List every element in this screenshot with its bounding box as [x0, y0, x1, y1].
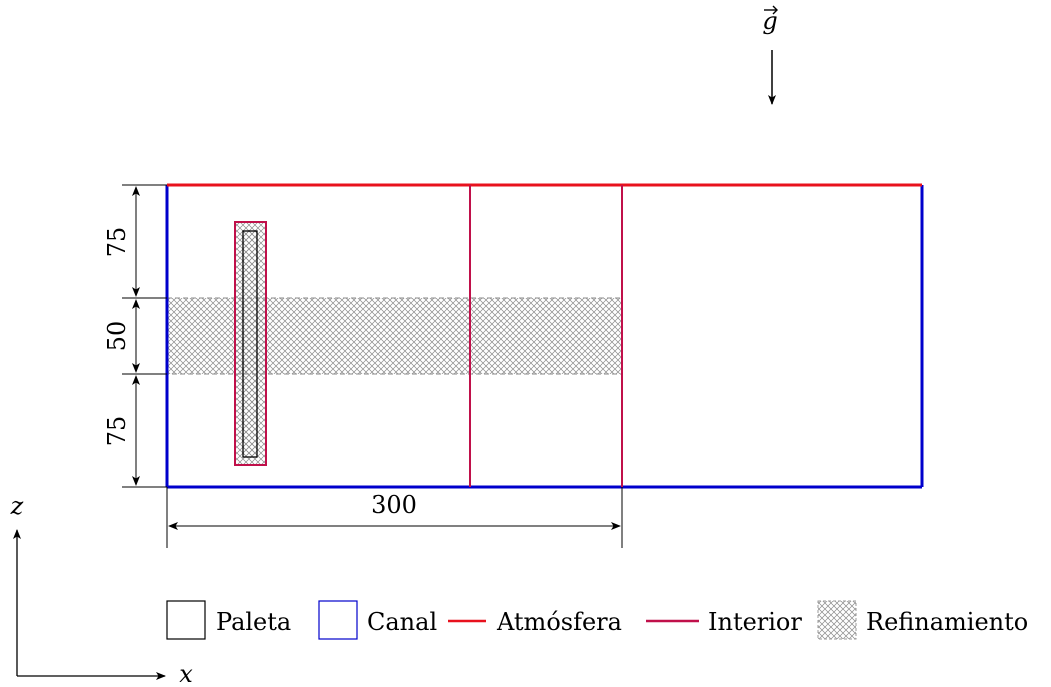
legend: Paleta Canal Atmósfera Interior Refinami… — [166, 600, 1028, 640]
legend-item-atmosfera: Atmósfera — [448, 608, 622, 636]
legend-item-paleta: Paleta — [166, 600, 291, 640]
legend-label-interior: Interior — [708, 608, 802, 636]
paleta — [234, 221, 267, 466]
dim-label-top: 75 — [103, 227, 131, 258]
legend-swatch-canal — [318, 600, 358, 640]
legend-item-interior: Interior — [646, 608, 802, 636]
x-axis-label: x — [179, 660, 193, 687]
coordinate-axes: z x — [10, 492, 194, 687]
legend-swatch-refinamiento — [817, 600, 857, 640]
z-axis-label: z — [10, 492, 24, 520]
legend-swatch-paleta — [166, 600, 206, 640]
dim-label-bottom: 75 — [103, 416, 131, 447]
legend-label-refinamiento: Refinamiento — [866, 608, 1028, 636]
legend-label-atmosfera: Atmósfera — [496, 608, 622, 636]
legend-item-refinamiento: Refinamiento — [817, 600, 1028, 640]
vertical-dimensions: 75 50 75 — [103, 184, 167, 488]
gravity-indicator: g — [762, 5, 778, 105]
dim-label-length: 300 — [371, 491, 417, 519]
paleta-body — [242, 230, 258, 458]
legend-item-canal: Canal — [318, 600, 437, 640]
vector-arrow-accent-head — [772, 5, 778, 15]
horizontal-dimension: 300 — [166, 487, 623, 548]
canal-boundary — [165, 185, 924, 489]
legend-label-canal: Canal — [367, 608, 437, 636]
dim-label-middle: 50 — [103, 321, 131, 352]
legend-label-paleta: Paleta — [216, 608, 291, 636]
